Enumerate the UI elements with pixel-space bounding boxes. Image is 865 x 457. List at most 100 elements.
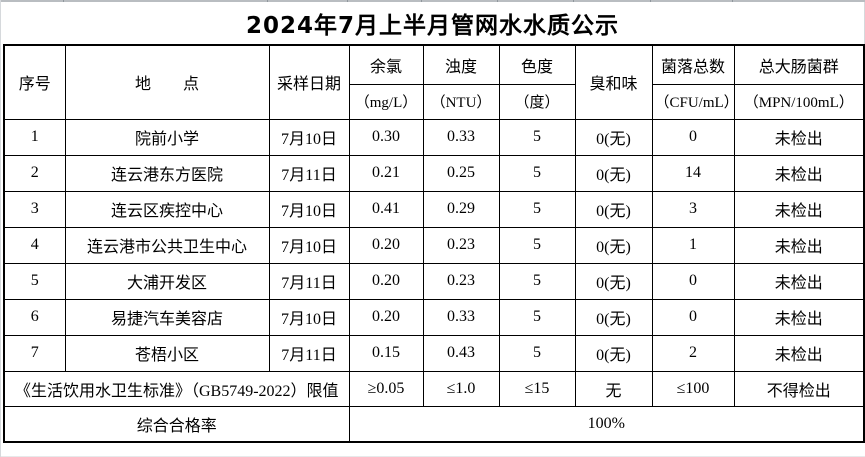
col-header-colony: 菌落总数 — [651, 44, 735, 85]
col-header-coliform: 总大肠菌群 — [733, 44, 865, 85]
col-header-location: 地 点 — [64, 44, 270, 120]
grid-tick — [573, 0, 574, 2]
cell-coliform: 未检出 — [733, 262, 865, 300]
cell-coliform: 未检出 — [733, 154, 865, 192]
cell-location: 院前小学 — [64, 118, 270, 156]
col-header-no: 序号 — [3, 44, 66, 120]
cell-odor: 0(无) — [574, 118, 653, 156]
col-header-date: 采样日期 — [268, 44, 350, 120]
cell-color: 5 — [498, 190, 576, 228]
limit-odor: 无 — [574, 370, 653, 407]
cell-date: 7月10日 — [268, 118, 350, 156]
cell-odor: 0(无) — [574, 190, 653, 228]
cell-chlorine: 0.20 — [348, 262, 424, 300]
title-row: 2024年7月上半月管网水水质公示 — [1, 2, 865, 44]
cell-location: 连云港市公共卫生中心 — [64, 226, 270, 264]
cell-chlorine: 0.21 — [348, 154, 424, 192]
grid-tick — [732, 0, 733, 2]
cell-no: 7 — [3, 334, 66, 372]
limit-chlorine: ≥0.05 — [348, 370, 424, 407]
cell-odor: 0(无) — [574, 262, 653, 300]
cell-colony: 2 — [651, 334, 735, 372]
grid-tick — [347, 0, 348, 2]
cell-no: 6 — [3, 298, 66, 336]
cell-coliform: 未检出 — [733, 118, 865, 156]
table-row: 7 苍梧小区 7月11日 0.15 0.43 5 0(无) 2 未检出 — [3, 334, 865, 372]
grid-tick — [650, 0, 651, 2]
cell-turbidity: 0.23 — [422, 226, 500, 264]
cell-no: 3 — [3, 190, 66, 228]
cell-colony: 0 — [651, 262, 735, 300]
cell-date: 7月11日 — [268, 334, 350, 372]
cell-no: 2 — [3, 154, 66, 192]
cell-location: 连云区疾控中心 — [64, 190, 270, 228]
water-quality-table: 序号 地 点 采样日期 余氯 浊度 色度 臭和味 菌落总数 总大肠菌群 （mg/… — [3, 44, 865, 443]
cell-location: 连云港东方医院 — [64, 154, 270, 192]
cell-date: 7月10日 — [268, 226, 350, 264]
cell-location: 苍梧小区 — [64, 334, 270, 372]
table-row: 5 大浦开发区 7月11日 0.20 0.23 5 0(无) 0 未检出 — [3, 262, 865, 300]
cell-color: 5 — [498, 226, 576, 264]
cell-colony: 0 — [651, 298, 735, 336]
cell-turbidity: 0.29 — [422, 190, 500, 228]
table-row: 1 院前小学 7月10日 0.30 0.33 5 0(无) 0 未检出 — [3, 118, 865, 156]
cell-date: 7月10日 — [268, 190, 350, 228]
table-row: 3 连云区疾控中心 7月10日 0.41 0.29 5 0(无) 3 未检出 — [3, 190, 865, 228]
cell-coliform: 未检出 — [733, 298, 865, 336]
cell-coliform: 未检出 — [733, 190, 865, 228]
table-row: 2 连云港东方医院 7月11日 0.21 0.25 5 0(无) 14 未检出 — [3, 154, 865, 192]
grid-tick — [267, 0, 268, 2]
cell-odor: 0(无) — [574, 298, 653, 336]
cell-colony: 14 — [651, 154, 735, 192]
table-row: 6 易捷汽车美容店 7月10日 0.20 0.33 5 0(无) 0 未检出 — [3, 298, 865, 336]
cell-location: 大浦开发区 — [64, 262, 270, 300]
grid-tick — [63, 0, 64, 2]
col-unit-coliform: （MPN/100mL） — [733, 83, 865, 120]
cell-chlorine: 0.20 — [348, 226, 424, 264]
col-unit-chlorine: （mg/L） — [348, 83, 424, 120]
cell-colony: 3 — [651, 190, 735, 228]
page-title: 2024年7月上半月管网水水质公示 — [245, 13, 620, 39]
grid-tick — [497, 0, 498, 2]
cell-date: 7月11日 — [268, 262, 350, 300]
cell-date: 7月11日 — [268, 154, 350, 192]
grid-tick — [421, 0, 422, 2]
col-header-color: 色度 — [498, 44, 576, 85]
col-header-chlorine: 余氯 — [348, 44, 424, 85]
cell-chlorine: 0.15 — [348, 334, 424, 372]
cell-coliform: 未检出 — [733, 226, 865, 264]
cell-color: 5 — [498, 118, 576, 156]
col-unit-colony: （CFU/mL） — [651, 83, 735, 120]
summary-value: 100% — [348, 405, 865, 443]
cell-color: 5 — [498, 334, 576, 372]
cell-turbidity: 0.43 — [422, 334, 500, 372]
cell-turbidity: 0.25 — [422, 154, 500, 192]
cell-date: 7月10日 — [268, 298, 350, 336]
cell-no: 1 — [3, 118, 66, 156]
cell-colony: 1 — [651, 226, 735, 264]
cell-odor: 0(无) — [574, 154, 653, 192]
cell-color: 5 — [498, 262, 576, 300]
cell-color: 5 — [498, 298, 576, 336]
col-unit-color: （度） — [498, 83, 576, 120]
table-row: 4 连云港市公共卫生中心 7月10日 0.20 0.23 5 0(无) 1 未检… — [3, 226, 865, 264]
cell-chlorine: 0.30 — [348, 118, 424, 156]
limit-color: ≤15 — [498, 370, 576, 407]
cell-coliform: 未检出 — [733, 334, 865, 372]
cell-location: 易捷汽车美容店 — [64, 298, 270, 336]
col-header-odor: 臭和味 — [574, 44, 653, 120]
limit-row: 《生活饮用水卫生标准》（GB5749-2022）限值 ≥0.05 ≤1.0 ≤1… — [3, 370, 865, 407]
limit-coliform: 不得检出 — [733, 370, 865, 407]
cell-turbidity: 0.33 — [422, 298, 500, 336]
gridline-strip — [1, 0, 865, 2]
cell-turbidity: 0.23 — [422, 262, 500, 300]
limit-colony: ≤100 — [651, 370, 735, 407]
cell-no: 4 — [3, 226, 66, 264]
col-header-turbidity: 浊度 — [422, 44, 500, 85]
cell-odor: 0(无) — [574, 334, 653, 372]
summary-row: 综合合格率 100% — [3, 405, 865, 443]
cell-colony: 0 — [651, 118, 735, 156]
cell-no: 5 — [3, 262, 66, 300]
cell-color: 5 — [498, 154, 576, 192]
